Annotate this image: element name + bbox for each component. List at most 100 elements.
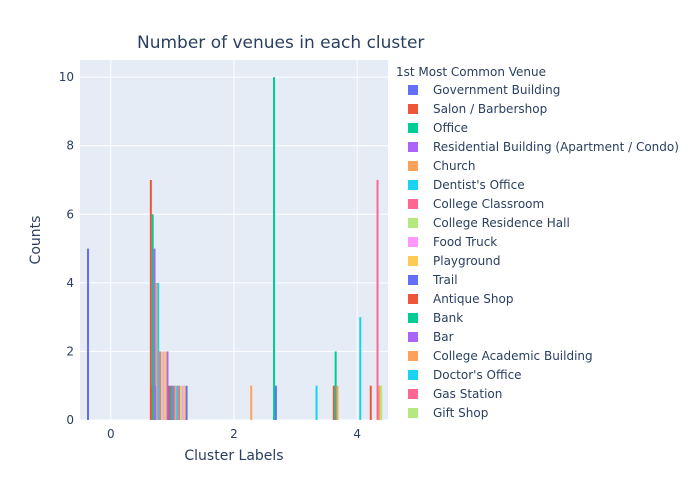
bar[interactable]: [160, 351, 163, 420]
legend-swatch: [408, 180, 418, 190]
legend-swatch: [408, 389, 418, 399]
bar[interactable]: [153, 248, 156, 420]
legend-label: Salon / Barbershop: [433, 102, 547, 116]
legend-swatch: [408, 351, 418, 361]
legend-label: Church: [433, 159, 475, 173]
x-axis-ticks: 0 2 4: [107, 427, 361, 441]
legend-label: Office: [433, 121, 468, 135]
legend-item[interactable]: College Residence Hall: [408, 216, 570, 230]
bar[interactable]: [159, 351, 162, 420]
bar[interactable]: [155, 282, 158, 420]
legend-label: College Residence Hall: [433, 216, 570, 230]
bar[interactable]: [176, 385, 179, 420]
legend-item[interactable]: Doctor's Office: [408, 368, 522, 382]
legend-label: Trail: [432, 273, 458, 287]
legend-swatch: [408, 142, 418, 152]
bar[interactable]: [152, 385, 155, 420]
legend-label: Government Building: [433, 83, 560, 97]
legend-label: Antique Shop: [433, 292, 513, 306]
legend-swatch: [408, 275, 418, 285]
legend-item[interactable]: Office: [408, 121, 468, 135]
bar[interactable]: [149, 180, 152, 420]
bar[interactable]: [178, 385, 181, 420]
legend-title: 1st Most Common Venue: [396, 65, 546, 79]
legend-label: Dentist's Office: [433, 178, 525, 192]
bar[interactable]: [376, 180, 379, 420]
legend-item[interactable]: College Academic Building: [408, 349, 593, 363]
bar[interactable]: [168, 385, 171, 420]
legend-swatch: [408, 85, 418, 95]
legend-swatch: [408, 218, 418, 228]
legend-item[interactable]: Antique Shop: [408, 292, 513, 306]
legend-item[interactable]: Government Building: [408, 83, 560, 97]
bar[interactable]: [180, 385, 183, 420]
legend-item[interactable]: Gas Station: [408, 387, 502, 401]
bars: [87, 77, 383, 421]
legend-swatch: [408, 237, 418, 247]
legend-label: Bar: [433, 330, 454, 344]
bar[interactable]: [250, 385, 253, 420]
bar[interactable]: [380, 385, 383, 420]
legend-item[interactable]: College Classroom: [408, 197, 544, 211]
legend-label: Gas Station: [433, 387, 502, 401]
legend-swatch: [408, 332, 418, 342]
bar[interactable]: [174, 385, 177, 420]
legend-item[interactable]: Bar: [408, 330, 454, 344]
legend-item[interactable]: Trail: [408, 273, 458, 287]
legend-item[interactable]: Salon / Barbershop: [408, 102, 547, 116]
legend-item[interactable]: Dentist's Office: [408, 178, 525, 192]
bar[interactable]: [150, 385, 153, 420]
bar[interactable]: [181, 385, 184, 420]
y-tick-label: 10: [59, 70, 74, 84]
bar[interactable]: [273, 77, 276, 421]
legend-swatch: [408, 161, 418, 171]
bar[interactable]: [164, 351, 167, 420]
legend-item[interactable]: Gift Shop: [408, 406, 488, 420]
bar[interactable]: [87, 248, 90, 420]
legend: Government Building Salon / Barbershop Off…: [408, 83, 679, 420]
legend-swatch: [408, 294, 418, 304]
legend-label: Food Truck: [433, 235, 497, 249]
y-axis-ticks: 0 2 4 6 8 10: [59, 70, 74, 427]
y-tick-label: 6: [66, 207, 74, 221]
legend-label: Residential Building (Apartment / Condo): [433, 140, 679, 154]
legend-item[interactable]: Bank: [408, 311, 463, 325]
x-tick-label: 4: [353, 427, 361, 441]
bar[interactable]: [170, 385, 173, 420]
bar[interactable]: [334, 351, 337, 420]
bar[interactable]: [369, 385, 372, 420]
bar[interactable]: [332, 385, 335, 420]
y-tick-label: 0: [66, 413, 74, 427]
bar[interactable]: [336, 385, 339, 420]
bar[interactable]: [154, 385, 157, 420]
legend-swatch: [408, 370, 418, 380]
legend-item[interactable]: Residential Building (Apartment / Condo): [408, 140, 679, 154]
legend-item[interactable]: Church: [408, 159, 475, 173]
y-axis-title: Counts: [28, 216, 44, 265]
legend-label: College Academic Building: [433, 349, 593, 363]
legend-swatch: [408, 123, 418, 133]
bar[interactable]: [183, 385, 186, 420]
legend-item[interactable]: Playground: [408, 254, 500, 268]
bar[interactable]: [172, 385, 175, 420]
legend-label: Playground: [433, 254, 500, 268]
legend-label: Bank: [433, 311, 463, 325]
bar[interactable]: [157, 282, 160, 420]
bar[interactable]: [378, 385, 381, 420]
bar[interactable]: [274, 385, 277, 420]
y-tick-label: 8: [66, 139, 74, 153]
bar[interactable]: [315, 385, 318, 420]
bar[interactable]: [359, 317, 362, 420]
bar[interactable]: [151, 214, 154, 420]
legend-swatch: [408, 104, 418, 114]
x-tick-label: 0: [107, 427, 115, 441]
grid-lines: [80, 60, 388, 421]
y-tick-label: 4: [66, 276, 74, 290]
legend-label: College Classroom: [433, 197, 544, 211]
bar[interactable]: [166, 351, 169, 420]
legend-item[interactable]: Food Truck: [408, 235, 497, 249]
chart-title: Number of venues in each cluster: [137, 33, 424, 53]
bar[interactable]: [162, 351, 165, 420]
bar[interactable]: [185, 385, 188, 420]
